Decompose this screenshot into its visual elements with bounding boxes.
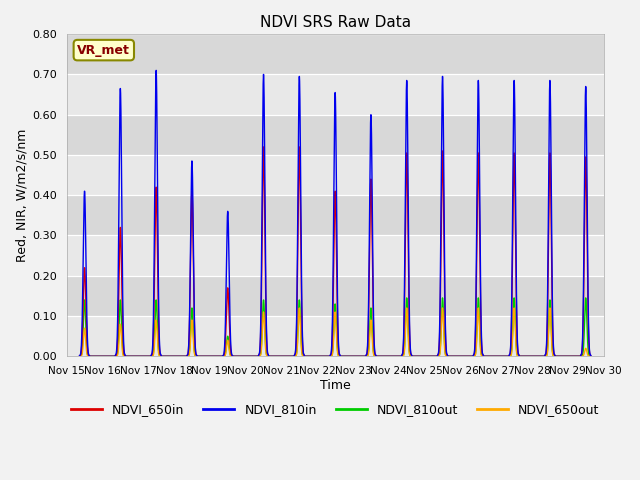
X-axis label: Time: Time bbox=[320, 379, 351, 392]
Bar bbox=[67, 115, 604, 155]
Bar bbox=[67, 74, 604, 115]
Bar bbox=[67, 34, 604, 74]
Bar bbox=[67, 316, 604, 356]
Bar bbox=[67, 236, 604, 276]
Bar bbox=[67, 155, 604, 195]
Legend: NDVI_650in, NDVI_810in, NDVI_810out, NDVI_650out: NDVI_650in, NDVI_810in, NDVI_810out, NDV… bbox=[66, 398, 605, 421]
Bar bbox=[67, 276, 604, 316]
Bar bbox=[67, 195, 604, 236]
Y-axis label: Red, NIR, W/m2/s/nm: Red, NIR, W/m2/s/nm bbox=[15, 129, 28, 262]
Text: VR_met: VR_met bbox=[77, 44, 131, 57]
Title: NDVI SRS Raw Data: NDVI SRS Raw Data bbox=[260, 15, 411, 30]
